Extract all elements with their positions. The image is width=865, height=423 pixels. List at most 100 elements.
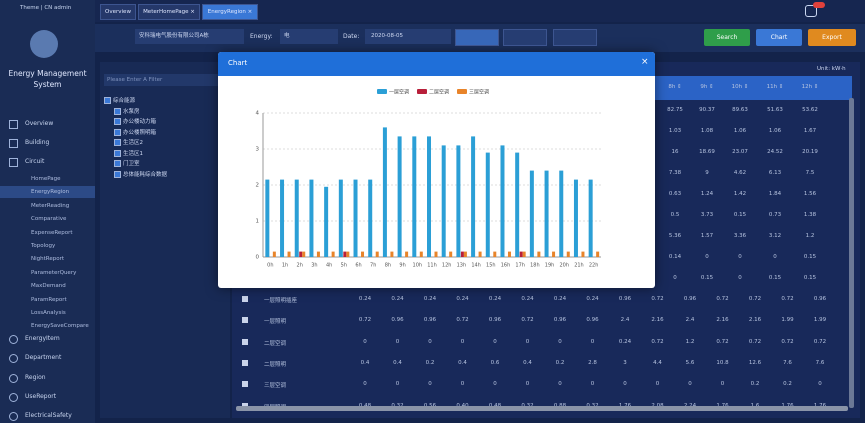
x-tick-label: 2h (297, 263, 303, 269)
legend-swatch (377, 89, 387, 94)
tree-checkbox[interactable] (114, 118, 121, 125)
bar (280, 179, 285, 257)
column-header: 10h ⇕ (731, 84, 749, 90)
table-cell: 0.24 (358, 296, 372, 302)
tab[interactable]: MeterHomePage × (138, 4, 200, 20)
bar (573, 179, 578, 257)
tree-item[interactable]: 生活区1 (123, 150, 143, 157)
table-cell: 0 (558, 338, 562, 345)
tree-checkbox[interactable] (114, 149, 121, 157)
table-cell: 23.07 (732, 149, 748, 155)
tab[interactable]: EnergyRegion × (202, 4, 258, 20)
bar (519, 251, 523, 257)
menu-item[interactable]: Overview (25, 120, 54, 127)
submenu-item[interactable]: ExpenseReport (31, 229, 73, 236)
tree-item[interactable]: 办公楼动力箱 (123, 119, 157, 125)
table-cell: 0.14 (668, 254, 682, 260)
tree-checkbox[interactable] (104, 97, 111, 104)
submenu-item[interactable]: EnergySaveCompare (31, 323, 89, 330)
row-name: 二层照明 (264, 361, 287, 368)
bar (588, 179, 593, 257)
unit-label: Unit: kW·h (817, 66, 846, 72)
submenu-item[interactable]: EnergyRegion (31, 189, 70, 196)
table-cell: 0 (773, 254, 777, 260)
table-cell: 1.2 (805, 233, 815, 239)
x-tick-label: 17h (515, 263, 525, 269)
tree-checkbox[interactable] (114, 128, 121, 136)
x-tick-label: 3h (311, 263, 317, 269)
bar (581, 251, 585, 257)
table-cell: 0 (395, 381, 400, 388)
table-cell: 0 (738, 275, 742, 281)
legend-label: 二层空调 (429, 89, 449, 96)
table-cell: 0.72 (651, 296, 664, 302)
table-cell: 1.08 (700, 128, 714, 134)
row-checkbox[interactable] (242, 317, 248, 324)
row-checkbox[interactable] (242, 359, 248, 366)
bar (299, 251, 303, 257)
column-header: 9h ⇕ (700, 84, 714, 90)
submenu-item[interactable]: LossAnalysis (31, 310, 66, 316)
tree-item[interactable]: 总体能耗综合数据 (123, 171, 168, 178)
tree-checkbox[interactable] (114, 170, 121, 178)
table-cell: 0.15 (700, 275, 714, 281)
tree-item[interactable]: 办公楼照明箱 (123, 129, 157, 136)
menu-item[interactable]: Building (25, 139, 50, 146)
toggle-button[interactable] (503, 29, 547, 46)
table-cell: 0.32 (383, 403, 413, 409)
menu-item[interactable]: Department (25, 354, 62, 362)
y-tick-label: 0 (256, 255, 260, 261)
y-tick-label: 4 (256, 111, 260, 117)
tree-item[interactable]: 水泵房 (123, 108, 140, 115)
tree-checkbox[interactable] (114, 160, 121, 167)
toggle-button[interactable] (553, 29, 597, 46)
tree-filter[interactable]: Please Enter A Filter (104, 74, 221, 86)
table-cell: 0.32 (513, 403, 543, 409)
submenu-item[interactable]: ParamReport (31, 296, 67, 303)
row-checkbox[interactable] (242, 296, 248, 302)
table-cell: 0.24 (521, 296, 534, 302)
submenu-item[interactable]: MeterReading (31, 202, 70, 209)
app-title: Energy Management System (8, 69, 87, 89)
chart-button[interactable]: Chart (756, 29, 802, 46)
tree-item[interactable]: 综合能源 (113, 98, 136, 104)
table-cell: 10.8 (716, 359, 729, 366)
table-cell: 5.6 (685, 359, 695, 366)
menu-item[interactable]: Region (25, 373, 46, 381)
table-header-bg (652, 76, 852, 100)
row-checkbox[interactable] (242, 338, 248, 345)
submenu-item[interactable]: Topology (31, 243, 56, 249)
date-input[interactable]: 2020-08-05 (365, 29, 451, 44)
bar (294, 179, 299, 257)
menu-item[interactable]: ElectricalSafety (25, 412, 72, 420)
table-cell: 0.32 (578, 403, 608, 409)
tree-checkbox[interactable] (114, 139, 121, 146)
table-cell: 3 (623, 359, 627, 366)
table-cell: 0 (428, 381, 432, 388)
submenu-item[interactable]: MaxDemand (31, 283, 66, 290)
notify-badge (813, 2, 825, 8)
menu-item[interactable]: UseReport (25, 392, 57, 400)
submenu-item[interactable]: HomePage (31, 176, 61, 182)
menu-icon (9, 335, 18, 344)
search-button[interactable]: Search (704, 29, 750, 46)
table-cell: 1.76 (773, 403, 803, 409)
row-checkbox[interactable] (242, 402, 248, 409)
menu-item[interactable]: Circuit (25, 158, 45, 165)
tree-checkbox[interactable] (114, 107, 121, 115)
modal-close[interactable]: × (641, 57, 649, 67)
tab[interactable]: Overview (100, 4, 136, 20)
menu-item[interactable]: EnergyItem (25, 335, 60, 342)
company-select[interactable]: 安科瑞电气股份有限公司A栋 (135, 29, 244, 44)
submenu-item[interactable]: ParameterQuery (31, 269, 77, 276)
submenu-item[interactable]: NightReport (31, 256, 65, 263)
energy-select[interactable]: 电 (280, 29, 338, 44)
notify-icon (805, 5, 817, 17)
row-checkbox[interactable] (242, 381, 248, 388)
x-tick-label: 15h (486, 263, 496, 269)
tree-item[interactable]: 生活区2 (123, 140, 143, 146)
tree-item[interactable]: 门卫室 (123, 161, 140, 167)
submenu-item[interactable]: Comparative (31, 216, 67, 223)
export-button[interactable]: Export (808, 29, 856, 46)
toggle-button[interactable] (455, 29, 499, 46)
